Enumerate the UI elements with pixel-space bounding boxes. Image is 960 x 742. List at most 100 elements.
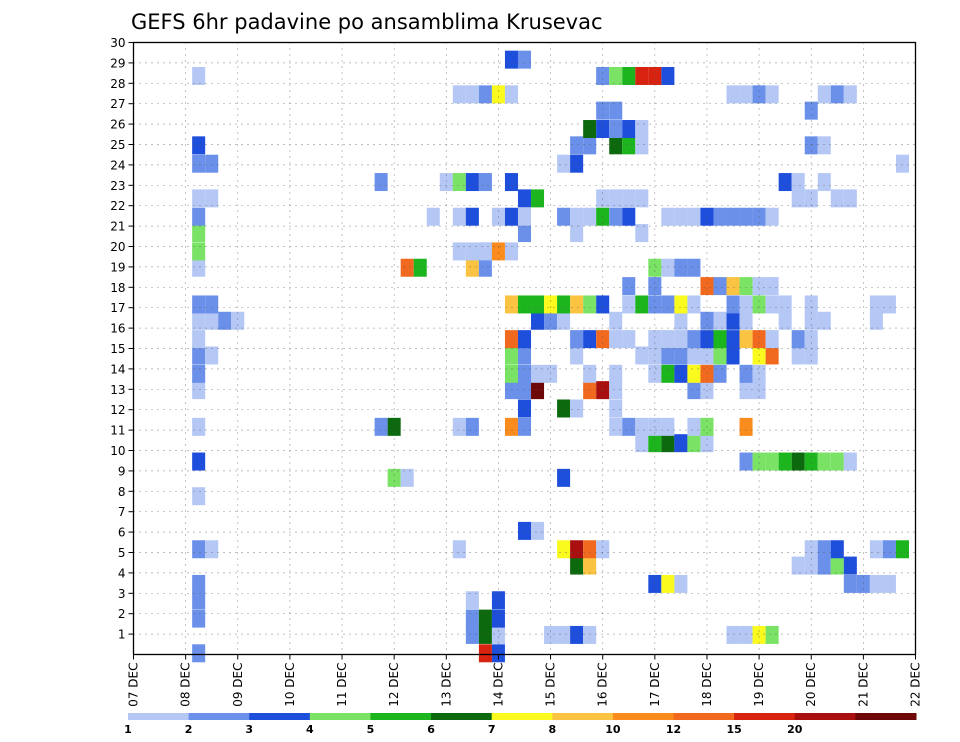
colorbar: 1 2 3 4 5 6 7 8 10 12 15 20	[124, 713, 917, 736]
grid-lines	[133, 42, 916, 655]
y-tick-label: 27	[110, 97, 125, 111]
heatmap-cell	[752, 364, 766, 383]
heatmap-cell	[531, 295, 545, 314]
heatmap-cell	[648, 277, 662, 296]
heatmap-cell	[661, 417, 675, 436]
heatmap-cell	[452, 540, 466, 559]
x-tick-label: 13 DEC	[439, 663, 453, 707]
y-tick-label: 18	[110, 281, 125, 295]
heatmap-cell	[517, 224, 532, 243]
heatmap-cell	[609, 66, 623, 85]
heatmap-cell	[791, 346, 805, 365]
y-tick-label: 10	[110, 444, 125, 458]
heatmap-cell	[504, 85, 518, 104]
heatmap-cell	[609, 364, 623, 383]
heatmap-cell	[517, 295, 532, 314]
y-tick-label: 8	[118, 485, 126, 499]
colorbar-swatch	[128, 713, 190, 720]
heatmap-cell	[817, 136, 831, 155]
heatmap-cell	[192, 258, 206, 277]
heatmap-cell	[192, 417, 206, 436]
heatmap-cell	[674, 574, 688, 593]
heatmap-cell	[452, 242, 466, 261]
heatmap-cell	[661, 346, 675, 365]
heatmap-cell	[765, 277, 779, 296]
heatmap-cell	[570, 556, 584, 575]
heatmap-cell	[765, 207, 779, 226]
heatmap-cell	[544, 311, 558, 330]
heatmap-cell	[882, 574, 896, 593]
heatmap-cell	[791, 556, 805, 575]
heatmap-cell	[778, 311, 792, 330]
y-tick-label: 21	[110, 220, 125, 234]
heatmap-cell	[713, 277, 727, 296]
heatmap-cell	[739, 277, 753, 296]
heatmap-cell	[517, 346, 532, 365]
heatmap-cell	[739, 381, 753, 400]
heatmap-cell	[661, 364, 675, 383]
heatmap-cell	[635, 120, 649, 139]
heatmap-cell	[752, 452, 766, 471]
heatmap-cell	[426, 207, 440, 226]
heatmap-cell	[687, 346, 701, 365]
heatmap-cell	[570, 625, 584, 644]
heatmap-cell	[791, 189, 805, 208]
heatmap-cell	[700, 364, 714, 383]
heatmap-cell	[583, 120, 597, 139]
heatmap-cell	[635, 224, 649, 243]
heatmap-cell	[752, 381, 766, 400]
heatmap-cell	[192, 330, 206, 349]
heatmap-cell	[478, 625, 492, 644]
heatmap-cell	[726, 330, 740, 349]
heatmap-cell	[843, 556, 857, 575]
heatmap-cell	[895, 540, 909, 559]
heatmap-cell	[583, 625, 597, 644]
colorbar-swatch	[794, 713, 856, 720]
heatmap-cell	[843, 189, 857, 208]
heatmap-cell	[596, 101, 610, 120]
heatmap-cell	[413, 258, 427, 277]
heatmap-cell	[622, 189, 636, 208]
heatmap-cell	[882, 295, 896, 314]
heatmap-cell	[817, 85, 831, 104]
colorbar-tick-label: 10	[605, 723, 621, 736]
heatmap-cell	[504, 50, 518, 69]
heatmap-cell	[804, 295, 818, 314]
heatmap-cell	[648, 330, 662, 349]
heatmap-cell	[205, 540, 219, 559]
y-tick-label: 19	[110, 260, 125, 274]
heatmap-cell	[465, 242, 479, 261]
heatmap-cell	[544, 364, 558, 383]
y-tick-label: 24	[110, 158, 125, 172]
heatmap-cell	[635, 417, 649, 436]
heatmap-cell	[465, 417, 479, 436]
heatmap-cell	[570, 136, 584, 155]
heatmap-cell	[192, 487, 206, 506]
heatmap-cell	[622, 136, 636, 155]
heatmap-cell	[583, 540, 597, 559]
heatmap-cell	[804, 101, 818, 120]
x-tick-label: 18 DEC	[700, 663, 714, 707]
heatmap-cell	[583, 330, 597, 349]
heatmap-cell	[739, 364, 753, 383]
heatmap-cell	[557, 399, 571, 418]
heatmap-cell	[687, 381, 701, 400]
heatmap-cell	[674, 346, 688, 365]
heatmap-cell	[192, 609, 206, 628]
heatmap-cell	[726, 295, 740, 314]
heatmap-cell	[765, 330, 779, 349]
heatmap-cell	[205, 154, 219, 173]
heatmap-cell	[465, 258, 479, 277]
heatmap-cell	[804, 189, 818, 208]
heatmap-cell	[713, 207, 727, 226]
colorbar-tick-label: 2	[185, 723, 193, 736]
heatmap-cell	[648, 364, 662, 383]
colorbar-swatch	[188, 713, 250, 720]
heatmap-cell	[478, 85, 492, 104]
heatmap-cell	[895, 154, 909, 173]
heatmap-cell	[452, 85, 466, 104]
heatmap-cell	[557, 540, 571, 559]
heatmap-cell	[869, 311, 883, 330]
chart-title: GEFS 6hr padavine po ansamblima Krusevac	[131, 10, 603, 34]
